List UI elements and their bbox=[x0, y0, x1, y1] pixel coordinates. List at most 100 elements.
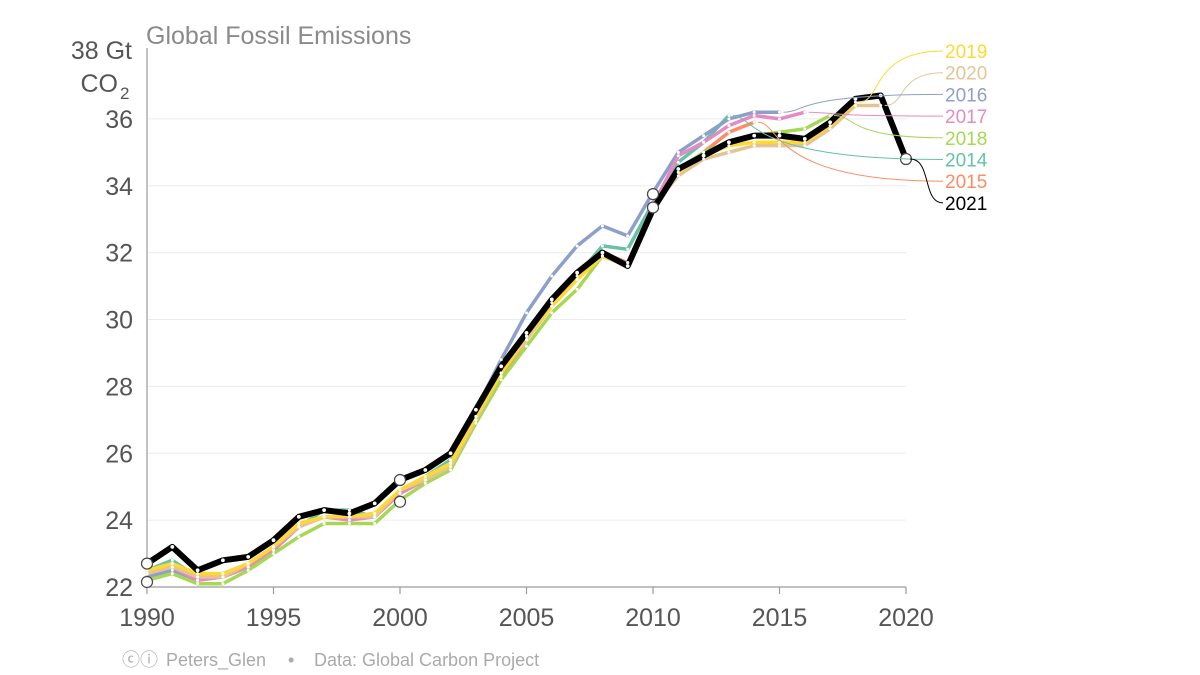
grid-lines bbox=[147, 118, 906, 521]
data-point-2018 bbox=[778, 130, 781, 134]
data-point-2017 bbox=[752, 114, 756, 118]
data-point-2017 bbox=[727, 124, 731, 128]
data-point-2014 bbox=[727, 114, 731, 118]
series-line-2019 bbox=[145, 100, 858, 576]
highlight-marker bbox=[393, 473, 407, 487]
license-icon: ⓒⓘ bbox=[122, 650, 158, 670]
data-point-2014 bbox=[676, 160, 680, 164]
legend-label-2017: 2017 bbox=[945, 107, 987, 128]
data-point-2019 bbox=[474, 414, 478, 418]
data-point-2019 bbox=[373, 511, 377, 515]
data-point-2014 bbox=[626, 247, 630, 251]
legend-label-2015: 2015 bbox=[945, 172, 987, 193]
data-point-2017 bbox=[398, 491, 402, 495]
data-point-2021 bbox=[347, 511, 352, 516]
data-point-2019 bbox=[449, 461, 453, 465]
legend-label-2018: 2018 bbox=[945, 129, 987, 150]
data-point-2019 bbox=[752, 140, 756, 144]
data-point-2021 bbox=[701, 153, 706, 158]
data-point-2020 bbox=[702, 157, 706, 161]
legend-leader-2019 bbox=[859, 50, 944, 103]
y-tick-label: 26 bbox=[105, 440, 133, 468]
data-point-2019 bbox=[727, 144, 731, 148]
data-point-2015 bbox=[499, 374, 503, 378]
chart-title: Global Fossil Emissions bbox=[146, 22, 411, 50]
data-point-2021 bbox=[296, 514, 301, 519]
data-point-2017 bbox=[272, 548, 275, 552]
data-point-2018 bbox=[575, 287, 579, 291]
highlight-marker bbox=[646, 188, 660, 201]
x-tick-label: 1990 bbox=[119, 604, 175, 632]
legend-label-2016: 2016 bbox=[945, 85, 987, 106]
data-point-2021 bbox=[271, 538, 276, 543]
y-axis-unit-label: 38 Gt bbox=[71, 37, 132, 65]
data-point-2021 bbox=[600, 250, 605, 255]
y-tick-label: 28 bbox=[105, 373, 133, 401]
data-point-2018 bbox=[373, 521, 377, 525]
data-point-2021 bbox=[221, 558, 225, 563]
data-point-2017 bbox=[196, 578, 200, 582]
data-point-2019 bbox=[297, 521, 301, 525]
data-point-2019 bbox=[246, 562, 250, 566]
data-point-2021 bbox=[828, 120, 832, 125]
data-point-2016 bbox=[778, 110, 781, 114]
data-point-2019 bbox=[196, 572, 200, 576]
data-point-2019 bbox=[499, 371, 503, 375]
data-point-2019 bbox=[778, 140, 781, 144]
data-point-2021 bbox=[423, 468, 428, 472]
data-point-2016 bbox=[752, 110, 756, 114]
legend-leader-2017 bbox=[808, 111, 944, 117]
data-point-2016 bbox=[727, 117, 731, 121]
data-point-2019 bbox=[828, 124, 832, 128]
data-point-2016 bbox=[170, 568, 174, 572]
footer-separator: • bbox=[288, 650, 294, 670]
data-point-2018 bbox=[423, 481, 427, 485]
data-point-2018 bbox=[702, 150, 706, 154]
data-point-2018 bbox=[347, 521, 351, 525]
data-point-2016 bbox=[575, 244, 579, 248]
data-point-2018 bbox=[272, 552, 275, 556]
data-point-2020 bbox=[373, 515, 377, 519]
data-point-2021 bbox=[448, 451, 453, 456]
data-point-2018 bbox=[474, 421, 478, 425]
data-point-2019 bbox=[347, 515, 351, 519]
y-tick-label: 32 bbox=[105, 240, 133, 268]
data-point-2018 bbox=[322, 521, 326, 525]
data-point-2021 bbox=[170, 544, 175, 549]
data-point-2019 bbox=[398, 488, 402, 492]
data-point-2020 bbox=[727, 150, 731, 154]
data-point-2019 bbox=[575, 277, 579, 281]
data-point-2018 bbox=[525, 344, 528, 348]
data-point-2019 bbox=[853, 100, 857, 104]
data-point-2020 bbox=[221, 575, 225, 579]
data-point-2019 bbox=[423, 475, 427, 479]
legend-label-2020: 2020 bbox=[945, 64, 987, 85]
data-point-2017 bbox=[626, 261, 630, 265]
data-point-2018 bbox=[297, 535, 301, 539]
legend-leader-2018 bbox=[834, 115, 944, 139]
data-point-2021 bbox=[499, 364, 504, 369]
data-point-2015 bbox=[727, 130, 731, 134]
x-tick-label: 2010 bbox=[625, 604, 681, 632]
data-point-2020 bbox=[676, 174, 680, 178]
data-point-2018 bbox=[803, 127, 807, 131]
footer-author: Peters_Glen bbox=[166, 650, 266, 671]
legend-leader-2021 bbox=[909, 158, 944, 204]
data-point-2020 bbox=[525, 338, 528, 342]
data-point-2021 bbox=[777, 133, 782, 138]
data-point-2014 bbox=[550, 301, 554, 305]
data-point-2016 bbox=[600, 224, 604, 228]
y-tick-label: 22 bbox=[105, 574, 133, 602]
data-point-2018 bbox=[246, 568, 250, 572]
highlight-markers bbox=[140, 152, 913, 589]
data-point-2020 bbox=[803, 144, 807, 148]
data-point-2020 bbox=[752, 144, 756, 148]
legend-leader-2015 bbox=[758, 121, 944, 182]
data-point-2020 bbox=[449, 465, 453, 469]
y-tick-label: 36 bbox=[105, 106, 133, 134]
data-point-2021 bbox=[676, 167, 681, 171]
highlight-marker bbox=[140, 557, 154, 570]
legend-label-2021: 2021 bbox=[945, 194, 987, 215]
highlight-marker bbox=[393, 495, 407, 508]
